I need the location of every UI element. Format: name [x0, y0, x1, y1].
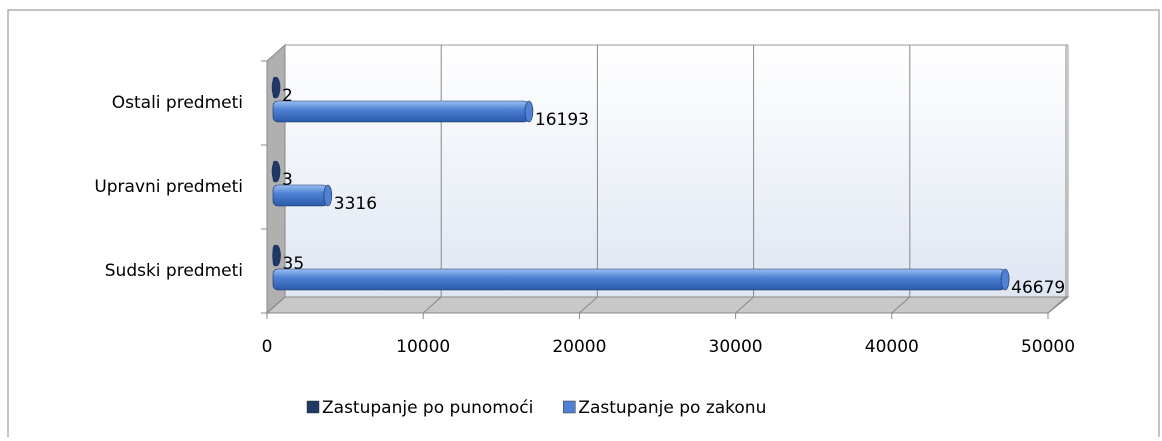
floor [265, 296, 1070, 314]
data-label: 3 [282, 170, 293, 190]
chart-border [7, 9, 1160, 441]
floor-grid-line [579, 296, 598, 314]
x-tick-label: 0 [262, 337, 273, 357]
floor-grid-line [266, 296, 286, 314]
bar [272, 268, 1006, 291]
y-tick-label: Upravni predmeti [94, 177, 243, 197]
x-tick-label: 50000 [1021, 337, 1075, 357]
y-tick-label: Sudski predmeti [105, 261, 243, 281]
legend-swatch [306, 400, 320, 414]
y-tick-label: Ostali predmeti [112, 93, 243, 113]
floor-grid-line [422, 296, 442, 314]
legend-swatch [563, 400, 576, 414]
bar-cap [323, 184, 333, 207]
floor-grid-line [891, 296, 911, 314]
x-tick-label: 40000 [865, 337, 919, 357]
x-tick-label: 30000 [709, 337, 763, 357]
bar-cap [271, 76, 281, 99]
bar-cap [524, 100, 534, 123]
legend-label: Zastupanje po zakonu [578, 398, 766, 418]
floor-grid-line [1047, 296, 1067, 314]
back-wall [284, 44, 1069, 298]
legend-label: Zastupanje po punomoći [322, 398, 533, 418]
data-label: 16193 [535, 110, 589, 130]
bar [272, 184, 329, 207]
x-tick-label: 10000 [396, 337, 450, 357]
bar-cap [1000, 268, 1010, 291]
bar-cap [272, 244, 281, 267]
floor-grid-line [735, 296, 754, 314]
bar [272, 100, 530, 123]
data-label: 46679 [1011, 278, 1065, 298]
data-label: 3316 [334, 194, 377, 214]
data-label: 2 [282, 86, 293, 106]
bar-cap [271, 160, 281, 183]
x-tick-label: 20000 [552, 337, 606, 357]
